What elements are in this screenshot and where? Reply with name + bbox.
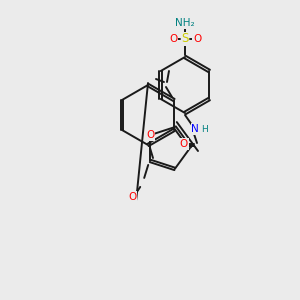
Text: N: N (191, 124, 199, 134)
Text: O: O (193, 34, 201, 44)
Text: NH₂: NH₂ (175, 18, 195, 28)
Text: S: S (181, 32, 189, 46)
Text: O: O (128, 192, 136, 202)
Text: O: O (169, 34, 177, 44)
Text: O: O (146, 130, 154, 140)
Text: H: H (201, 125, 207, 134)
Text: O: O (180, 139, 188, 149)
